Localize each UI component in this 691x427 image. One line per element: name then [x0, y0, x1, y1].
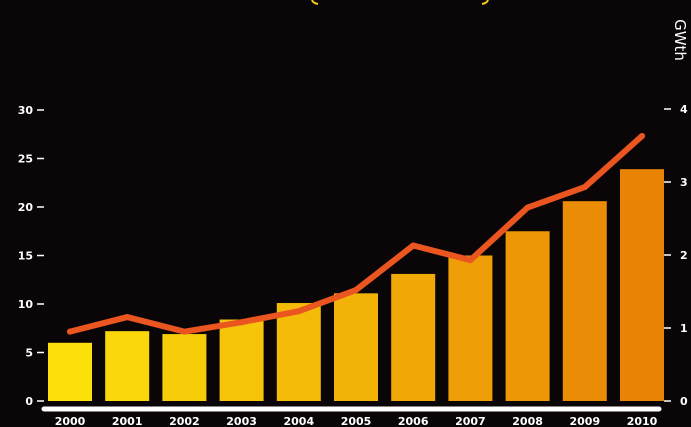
x-tick-label-2003: 2003	[226, 415, 257, 427]
left-tick-label: 5	[25, 347, 33, 360]
line-point-2009	[581, 184, 588, 191]
x-tick-label-2004: 2004	[283, 415, 314, 427]
x-tick-label-2005: 2005	[341, 415, 372, 427]
line-point-2005	[353, 287, 359, 294]
bar-2009	[562, 201, 607, 401]
line-point-2002	[181, 328, 188, 335]
bar-2003	[219, 319, 264, 401]
line-point-2004	[295, 308, 302, 315]
right-tick-label: 4	[680, 103, 688, 116]
left-tick-label: 10	[18, 298, 34, 311]
cropped-title-fragment	[311, 0, 489, 5]
x-tick-label-2007: 2007	[455, 415, 486, 427]
x-tick-label-2008: 2008	[512, 415, 543, 427]
bar-2010	[620, 169, 664, 401]
left-tick-label: 15	[18, 250, 33, 263]
bar-2004	[276, 303, 321, 401]
bar-2000	[48, 342, 92, 401]
bar-2002	[162, 334, 207, 401]
right-tick-label: 3	[680, 176, 688, 189]
x-tick-label-2006: 2006	[398, 415, 429, 427]
right-tick-label: 0	[680, 395, 688, 408]
x-tick-label-2010: 2010	[627, 415, 658, 427]
bar-2005	[334, 293, 378, 401]
line-point-2008	[524, 204, 531, 211]
line-point-2007	[467, 257, 474, 264]
right-axis-unit-label: GWth	[671, 19, 689, 61]
bar-2006	[391, 273, 436, 401]
left-tick-label: 0	[25, 395, 33, 408]
x-tick-label-2001: 2001	[112, 415, 143, 427]
bar-2008	[505, 231, 550, 401]
line-series	[67, 133, 645, 335]
x-axis: 2000 2001 2002 2003 2004 2005 2006 2007 2008 2009…	[41, 406, 662, 427]
line-point-2010	[639, 133, 645, 140]
left-tick-label: 30	[18, 104, 34, 117]
left-tick-label: 20	[18, 201, 34, 214]
x-tick-label-2002: 2002	[169, 415, 200, 427]
line-point-2001	[124, 314, 131, 321]
right-axis: 0 1 2 3 4	[664, 103, 688, 408]
line-point-2003	[238, 319, 245, 326]
right-tick-label: 1	[680, 322, 688, 335]
bar-series	[48, 169, 664, 401]
left-axis: 0 5 10 15 20 25 30	[18, 104, 44, 408]
left-tick-label: 25	[18, 153, 33, 166]
x-tick-label-2009: 2009	[569, 415, 600, 427]
bar-2007	[448, 255, 493, 401]
line-point-2006	[410, 242, 417, 249]
right-tick-label: 2	[680, 249, 688, 262]
line-point-2000	[67, 328, 73, 335]
x-tick-label-2000: 2000	[55, 415, 86, 427]
bar-2001	[105, 331, 150, 401]
